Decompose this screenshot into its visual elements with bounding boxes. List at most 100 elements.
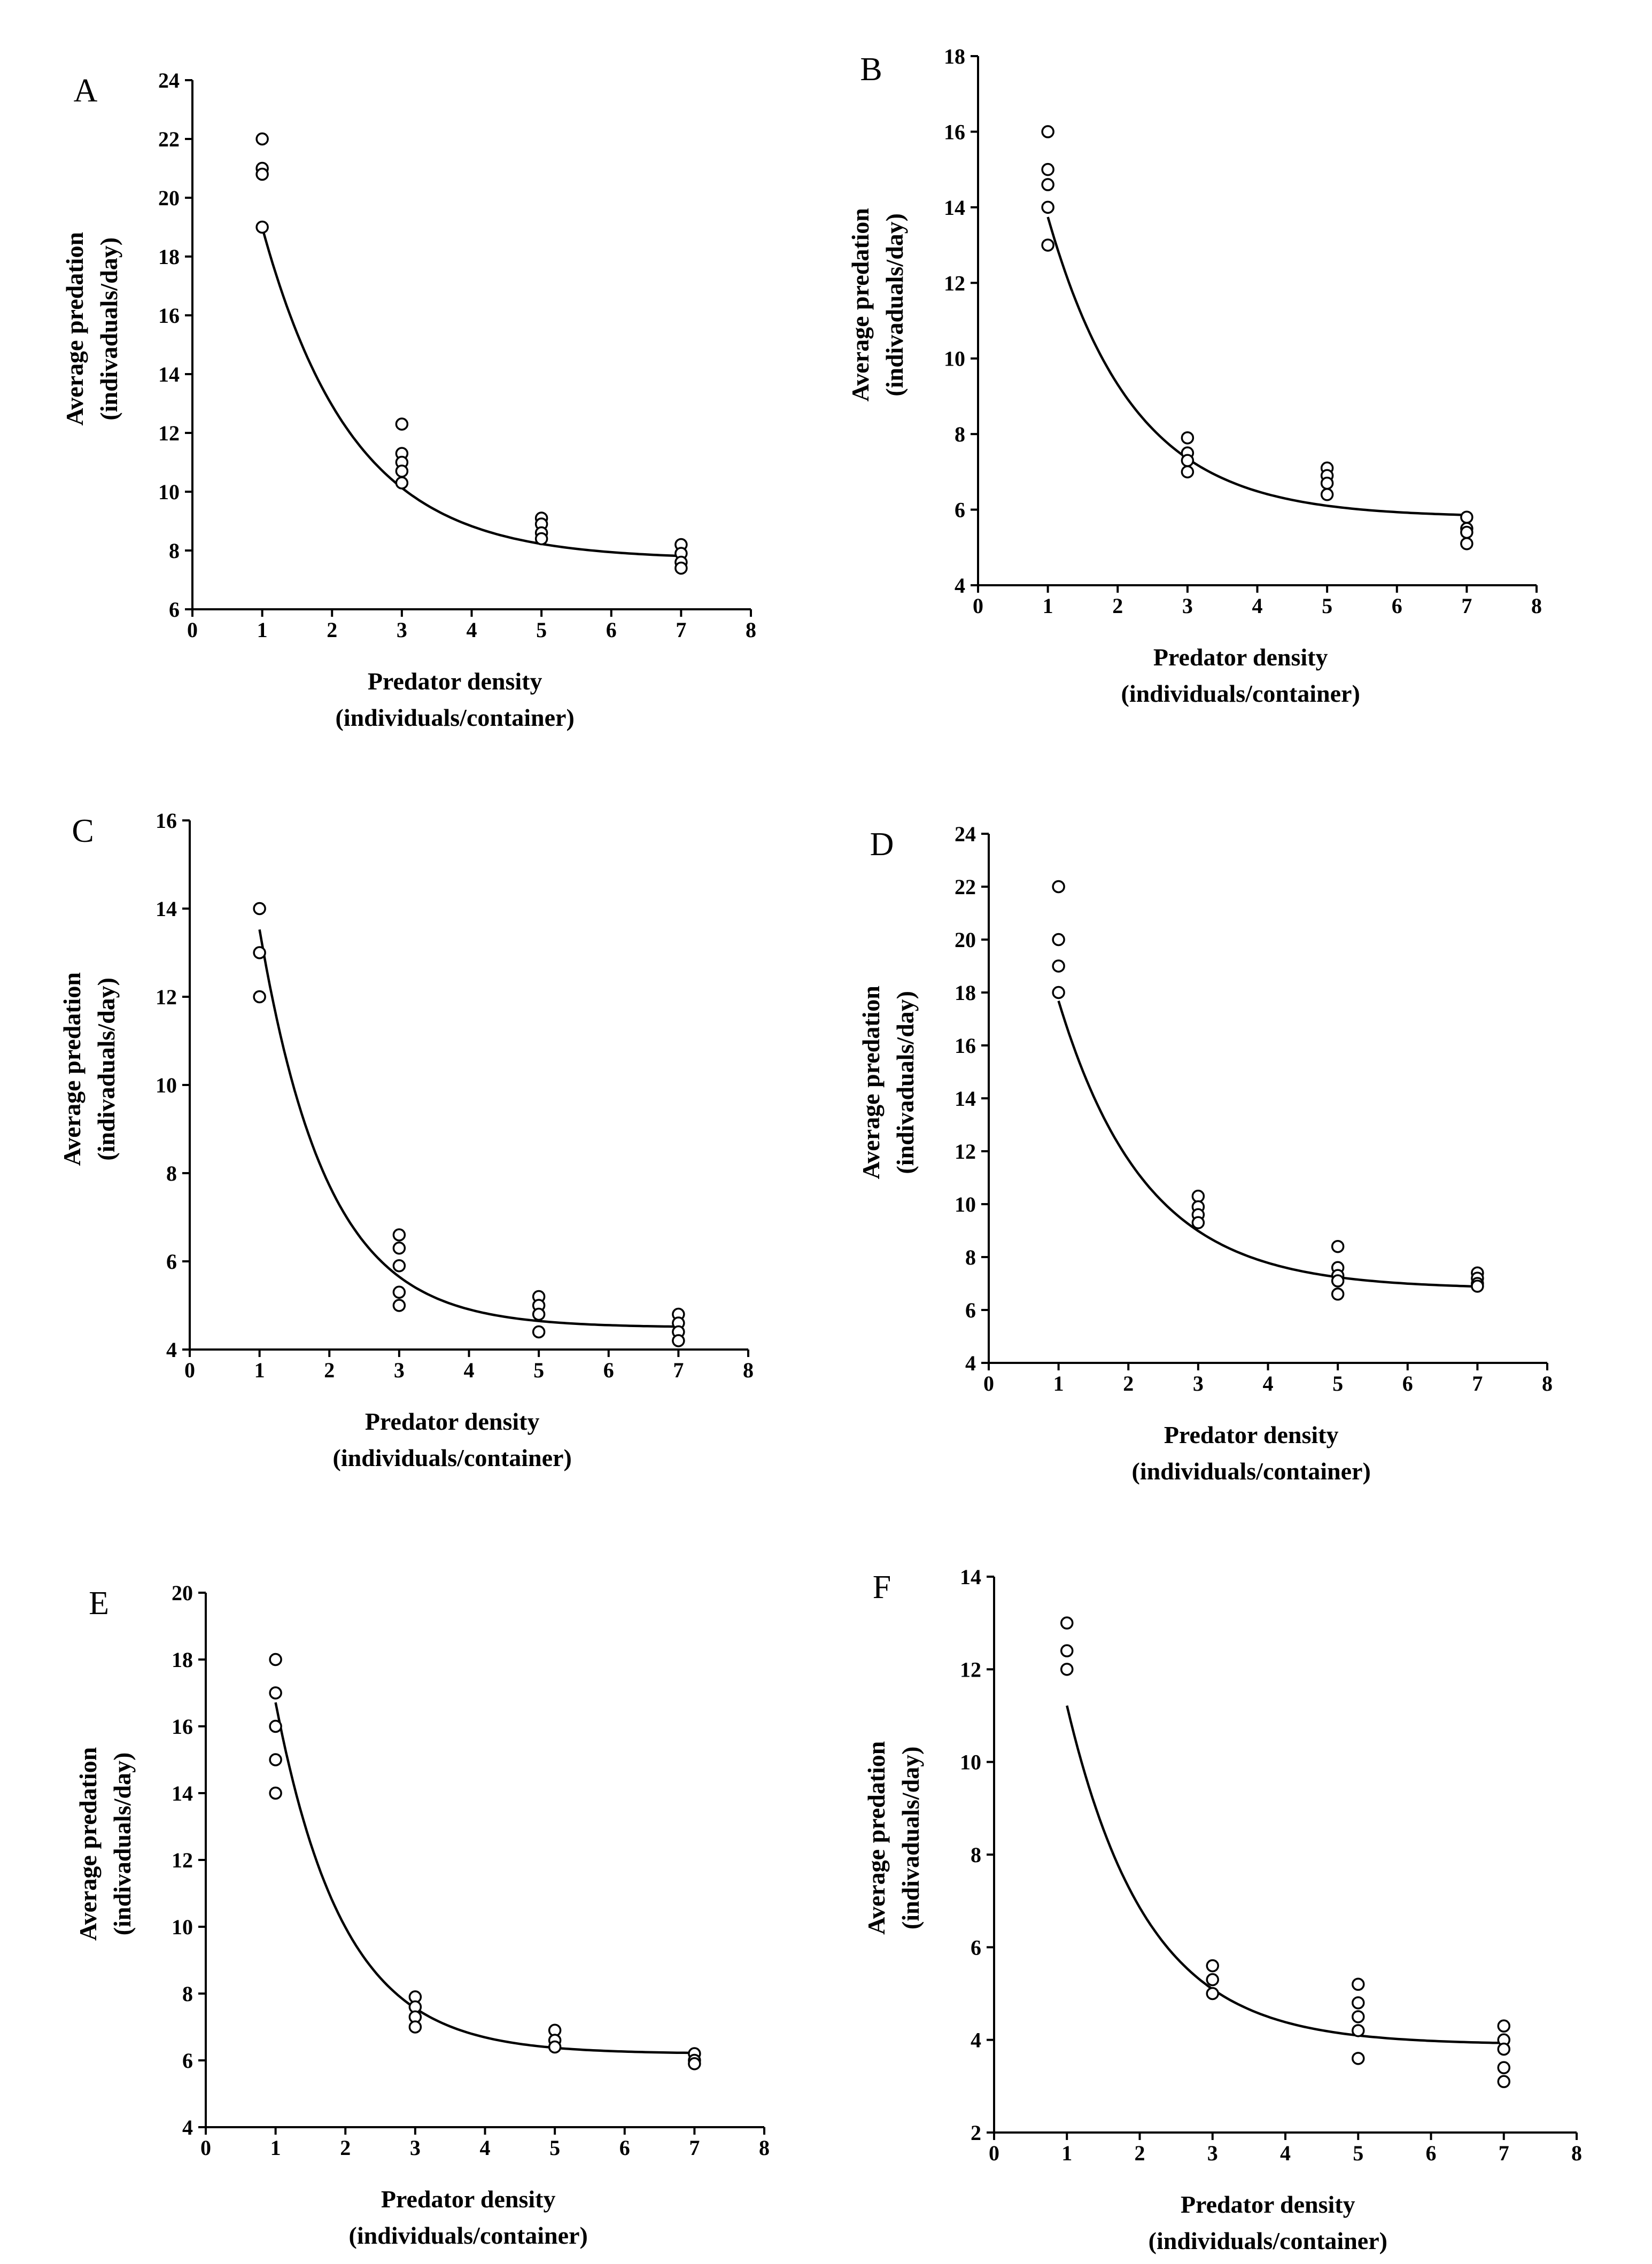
data-point: [1052, 986, 1065, 999]
y-tick-label: 10: [172, 1915, 193, 1939]
y-axis-title: (indivaduals/day): [108, 1753, 136, 1936]
y-axis-title: Average predation: [74, 1747, 102, 1941]
data-point: [1497, 2042, 1510, 2056]
data-point: [1471, 1280, 1484, 1293]
data-point: [1206, 1987, 1219, 2001]
y-tick-label: 22: [955, 875, 976, 899]
x-tick-label: 0: [983, 1371, 994, 1395]
data-point: [1041, 178, 1054, 191]
y-tick-label: 8: [169, 539, 180, 563]
y-tick-label: 14: [156, 897, 177, 921]
x-tick-label: 7: [689, 2136, 700, 2160]
y-tick-label: 16: [172, 1715, 193, 1739]
y-axis-title: Average predation: [857, 986, 885, 1179]
panel-letter: C: [72, 813, 94, 849]
x-tick-label: 0: [989, 2141, 999, 2165]
x-tick-label: 8: [759, 2136, 770, 2160]
data-point: [255, 132, 269, 146]
data-point: [1041, 162, 1054, 176]
y-tick-label: 8: [971, 1843, 981, 1867]
x-tick-label: 7: [1472, 1371, 1483, 1395]
x-tick-label: 2: [1135, 2141, 1145, 2165]
y-tick-label: 10: [960, 1750, 981, 1774]
x-tick-label: 6: [603, 1358, 614, 1382]
y-tick-label: 10: [955, 1192, 976, 1216]
y-tick-label: 4: [166, 1338, 177, 1362]
x-tick-label: 2: [1112, 594, 1123, 618]
fit-curve: [258, 929, 679, 1328]
y-axis-title: Average predation: [61, 232, 88, 425]
x-axis-title: (individuals/container): [1149, 2227, 1387, 2254]
y-tick-label: 12: [156, 985, 177, 1009]
x-axis-title: Predator density: [1181, 2191, 1355, 2218]
fit-curve: [1046, 216, 1467, 516]
x-tick-label: 4: [1263, 1371, 1274, 1395]
y-tick-label: 16: [158, 304, 180, 328]
x-tick-label: 2: [340, 2136, 351, 2160]
x-axis-title: Predator density: [381, 2185, 556, 2213]
x-tick-label: 5: [1322, 594, 1332, 618]
x-axis-title: Predator density: [368, 668, 542, 695]
y-tick-label: 6: [955, 498, 965, 522]
data-point: [1191, 1216, 1205, 1229]
y-tick-label: 16: [944, 120, 965, 144]
data-point: [1331, 1274, 1345, 1288]
x-tick-label: 8: [1571, 2141, 1582, 2165]
data-point: [1206, 1959, 1219, 1973]
data-point: [1181, 465, 1195, 479]
data-point: [1497, 2061, 1510, 2074]
data-point: [1331, 1288, 1345, 1301]
y-tick-label: 20: [172, 1581, 193, 1605]
x-tick-label: 0: [200, 2136, 211, 2160]
panel-letter: D: [870, 826, 894, 863]
x-tick-label: 8: [1542, 1371, 1553, 1395]
fit-curve: [1057, 1001, 1478, 1288]
x-tick-label: 7: [1461, 594, 1472, 618]
y-tick-label: 8: [166, 1161, 177, 1185]
x-tick-label: 3: [1193, 1371, 1204, 1395]
x-tick-label: 8: [743, 1358, 754, 1382]
x-axis-title: (individuals/container): [333, 1444, 572, 1471]
data-point: [1331, 1239, 1345, 1253]
x-tick-label: 5: [533, 1358, 544, 1382]
data-point: [1206, 1973, 1219, 1987]
y-axis-title: (indivaduals/day): [95, 237, 122, 421]
x-tick-label: 7: [1499, 2141, 1509, 2165]
x-tick-label: 4: [1280, 2141, 1291, 2165]
data-point: [1041, 125, 1054, 138]
data-point: [1060, 1644, 1074, 1657]
data-point: [1320, 476, 1334, 490]
x-tick-label: 6: [1402, 1371, 1413, 1395]
x-tick-label: 5: [1332, 1371, 1343, 1395]
y-tick-label: 24: [955, 822, 976, 846]
y-tick-label: 18: [172, 1648, 193, 1672]
data-point: [1352, 2024, 1365, 2037]
data-point: [392, 1228, 406, 1242]
panel-letter: E: [89, 1585, 109, 1622]
x-tick-label: 3: [397, 618, 407, 642]
y-tick-label: 6: [169, 598, 180, 622]
y-axis-title: (indivaduals/day): [897, 1747, 924, 1930]
y-tick-label: 4: [955, 573, 965, 598]
x-tick-label: 4: [464, 1358, 475, 1382]
data-point: [1497, 2075, 1510, 2088]
x-tick-label: 4: [1252, 594, 1263, 618]
x-tick-label: 3: [394, 1358, 405, 1382]
y-axis-title: (indivaduals/day): [891, 991, 919, 1174]
data-point: [1497, 2019, 1510, 2033]
x-tick-label: 2: [1123, 1371, 1134, 1395]
x-axis-title: (individuals/container): [336, 704, 575, 731]
data-point: [1191, 1189, 1205, 1203]
panel-letter: B: [860, 51, 882, 88]
y-tick-label: 4: [971, 2028, 981, 2052]
y-axis-title: Average predation: [58, 972, 86, 1166]
y-tick-label: 12: [172, 1848, 193, 1872]
y-tick-label: 18: [955, 981, 976, 1005]
fit-curve: [1066, 1705, 1504, 2044]
data-point: [255, 220, 269, 234]
y-tick-label: 18: [158, 245, 180, 269]
y-tick-label: 14: [158, 362, 180, 386]
data-point: [253, 902, 266, 916]
